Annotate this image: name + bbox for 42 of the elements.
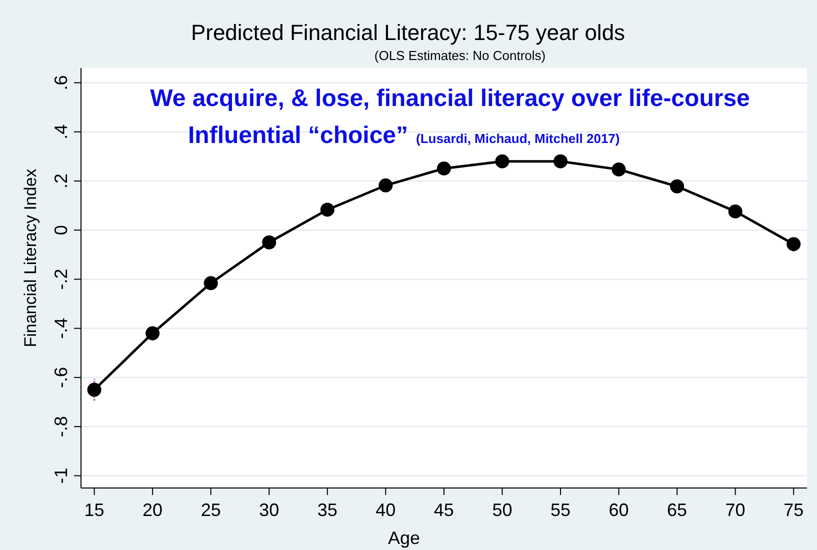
point	[262, 235, 276, 250]
y-tick-label: -1	[51, 468, 71, 484]
point	[786, 237, 801, 252]
annotation: Influential “choice”	[188, 122, 408, 149]
point	[436, 161, 451, 176]
point	[553, 154, 568, 168]
point	[146, 326, 160, 340]
y-tick-label: -.6	[51, 366, 71, 388]
x-tick-label: 30	[259, 500, 280, 520]
x-tick-label: 35	[317, 500, 338, 520]
x-axis-title: Age	[388, 528, 420, 548]
chart-title: Predicted Financial Literacy: 15-75 year olds	[190, 20, 626, 45]
y-axis-title: Financial Literacy Index	[21, 168, 40, 348]
point	[728, 204, 742, 218]
x-tick-label: 75	[784, 500, 804, 520]
point	[612, 162, 626, 176]
point	[495, 154, 510, 168]
point	[320, 202, 334, 217]
y-tick-label: .4	[51, 124, 71, 140]
annotation: We acquire, & lose, financial literacy over life-course	[150, 85, 750, 112]
x-tick-label: 60	[608, 500, 629, 520]
x-tick-label: 20	[142, 500, 163, 520]
y-tick-label: .2	[51, 173, 71, 188]
x-tick-label: 55	[550, 500, 571, 520]
annotation: (Lusardi, Michaud, Mitchell 2017)	[416, 131, 620, 146]
x-tick-label: 15	[84, 500, 104, 520]
chart-subtitle: (OLS Estimates: No Controls)	[374, 48, 546, 63]
x-tick-label: 65	[667, 500, 688, 520]
x-tick-label: 40	[376, 500, 396, 520]
x-tick-label: 25	[200, 500, 221, 520]
x-tick-label: 70	[725, 500, 746, 520]
x-tick-label: 50	[492, 500, 512, 520]
point	[87, 382, 102, 397]
y-tick-label: -.8	[51, 416, 71, 438]
y-tick-label: -.4	[51, 318, 71, 339]
point	[378, 178, 393, 192]
y-tick-label: 0	[51, 225, 71, 236]
y-tick-label: -.2	[51, 268, 71, 290]
x-tick-label: 45	[434, 500, 454, 520]
y-tick-label: .6	[51, 75, 71, 90]
point	[204, 276, 218, 290]
point	[670, 179, 684, 194]
